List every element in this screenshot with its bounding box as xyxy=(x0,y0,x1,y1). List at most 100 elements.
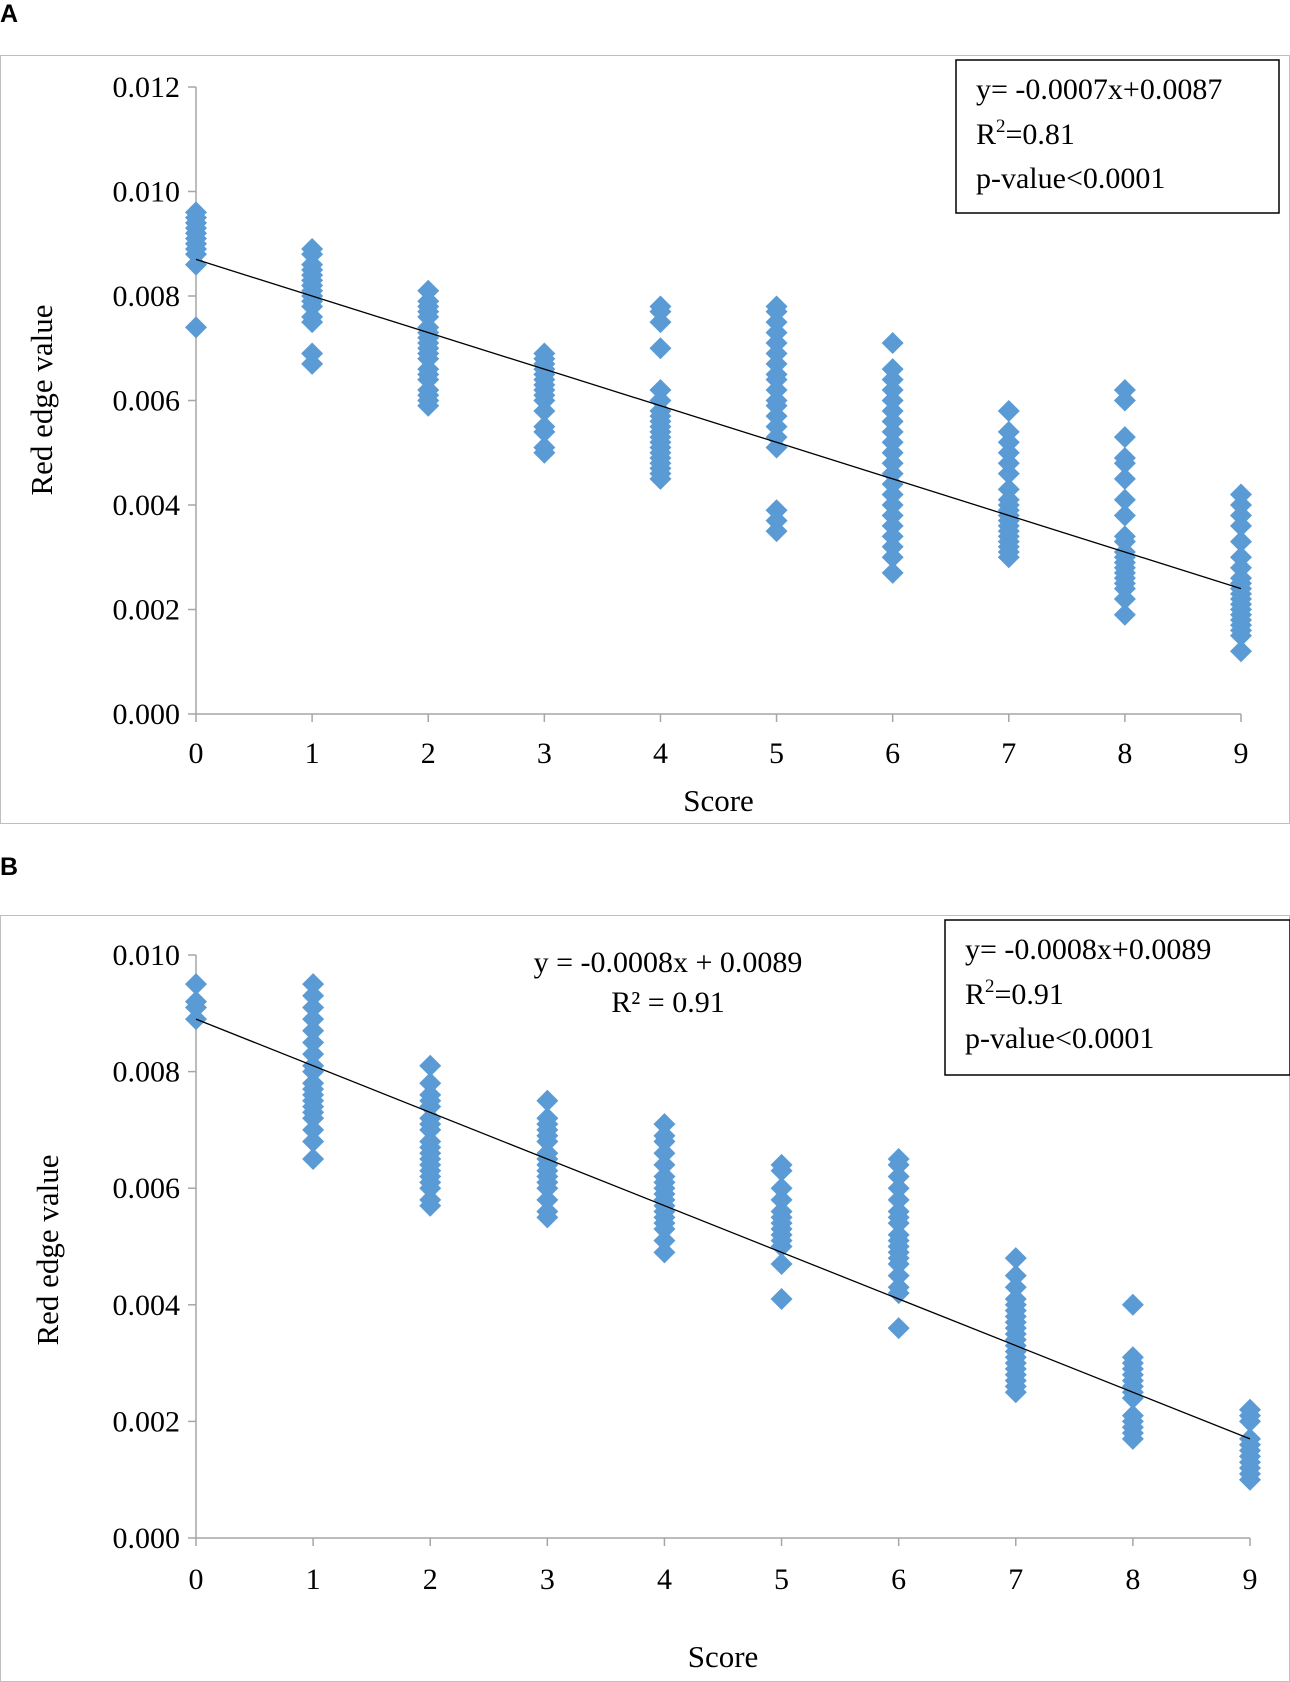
x-tick-label: 2 xyxy=(423,1563,438,1596)
x-tick-label: 5 xyxy=(774,1563,789,1596)
data-point xyxy=(533,399,556,422)
data-point xyxy=(536,1177,559,1200)
x-tick-label: 1 xyxy=(306,1563,321,1596)
y-tick-label: 0.000 xyxy=(113,698,181,731)
x-tick-label: 7 xyxy=(1001,737,1016,770)
data-point xyxy=(997,546,1020,569)
data-point xyxy=(997,462,1020,485)
x-tick-label: 1 xyxy=(305,737,320,770)
stats-r-squared: R2=0.91 xyxy=(965,976,1064,1011)
data-point xyxy=(302,1019,325,1042)
y-tick-label: 0.010 xyxy=(113,939,181,972)
x-tick-label: 0 xyxy=(189,737,204,770)
data-point xyxy=(1004,1381,1027,1404)
data-point xyxy=(770,1235,793,1258)
data-point xyxy=(302,1008,325,1031)
data-point xyxy=(185,253,207,276)
stats-equation: y= -0.0007x+0.0087 xyxy=(976,73,1222,106)
data-point xyxy=(1113,504,1136,527)
y-tick-label: 0.000 xyxy=(113,1522,181,1555)
data-point xyxy=(653,1113,676,1136)
x-axis-title: Score xyxy=(688,1639,759,1674)
data-point xyxy=(1113,603,1136,626)
data-point xyxy=(536,1130,559,1153)
x-tick-label: 4 xyxy=(653,737,668,770)
data-point xyxy=(887,1153,910,1176)
data-point xyxy=(765,436,788,459)
panel-a-label: A xyxy=(0,0,19,28)
data-point xyxy=(419,1177,442,1200)
stats-equation: y= -0.0008x+0.0089 xyxy=(965,933,1211,966)
y-axis-title: Red edge value xyxy=(24,304,59,495)
y-tick-label: 0.002 xyxy=(113,594,181,627)
data-point xyxy=(419,1118,442,1141)
y-tick-label: 0.006 xyxy=(113,1172,181,1205)
data-point xyxy=(1121,1427,1144,1450)
data-point xyxy=(770,1287,793,1310)
stats-p-value: p-value<0.0001 xyxy=(965,1022,1154,1055)
data-point xyxy=(417,394,440,417)
data-point xyxy=(770,1177,793,1200)
x-tick-label: 6 xyxy=(891,1563,906,1596)
data-point xyxy=(653,1218,676,1241)
data-point xyxy=(302,973,325,996)
data-point xyxy=(1113,452,1136,475)
data-point xyxy=(536,1206,559,1229)
data-point xyxy=(1113,467,1136,490)
chart-panel-a: 0.000 0.002 0.004 0.006 0.008 0.010 0.012 0 1 2 3 4… xyxy=(24,59,1280,818)
x-tick-label: 7 xyxy=(1008,1563,1023,1596)
data-point xyxy=(536,1089,559,1112)
data-point xyxy=(653,1153,676,1176)
data-point xyxy=(653,1229,676,1252)
x-tick-label: 0 xyxy=(189,1563,204,1596)
data-point xyxy=(649,337,672,360)
data-point xyxy=(302,1060,325,1083)
data-point xyxy=(302,1031,325,1054)
x-tick-label: 9 xyxy=(1234,737,1249,770)
stats-box-border xyxy=(955,59,1280,214)
x-tick-label: 3 xyxy=(540,1563,555,1596)
data-point xyxy=(302,1043,325,1066)
data-point xyxy=(302,984,325,1007)
x-tick-label: 8 xyxy=(1125,1563,1140,1596)
x-tick-label: 8 xyxy=(1117,737,1132,770)
data-point xyxy=(997,399,1020,422)
data-point xyxy=(419,1194,442,1217)
data-point xyxy=(533,420,556,443)
data-point xyxy=(653,1241,676,1264)
data-point xyxy=(1113,389,1136,412)
data-point xyxy=(881,561,904,584)
data-point xyxy=(1230,514,1252,537)
y-axis-title: Red edge value xyxy=(30,1154,65,1345)
data-point xyxy=(1004,1264,1027,1287)
y-tick-label: 0.010 xyxy=(113,176,181,209)
panel-b-label: B xyxy=(0,853,19,881)
data-point xyxy=(301,352,324,375)
data-point xyxy=(765,520,788,543)
data-point xyxy=(185,996,207,1019)
data-point xyxy=(1121,1293,1144,1316)
y-tick-label: 0.002 xyxy=(113,1405,181,1438)
stats-box-border xyxy=(944,919,1290,1076)
data-point xyxy=(419,1054,442,1077)
data-point xyxy=(770,1188,793,1211)
x-tick-label: 9 xyxy=(1243,1563,1258,1596)
data-point xyxy=(653,1130,676,1153)
x-tick-label: 3 xyxy=(537,737,552,770)
data-point xyxy=(1230,530,1252,553)
trendline xyxy=(195,1018,1251,1440)
data-point xyxy=(887,1264,910,1287)
data-point xyxy=(770,1159,793,1182)
y-tick-label: 0.012 xyxy=(113,71,181,104)
data-point xyxy=(887,1165,910,1188)
data-point xyxy=(881,546,904,569)
data-point xyxy=(887,1212,910,1235)
x-axis-title: Score xyxy=(683,783,754,818)
data-point xyxy=(185,973,207,996)
x-tick-label: 5 xyxy=(769,737,784,770)
data-point xyxy=(302,1130,325,1153)
data-point xyxy=(887,1317,910,1340)
data-point xyxy=(649,467,672,490)
x-tick-label: 6 xyxy=(885,737,900,770)
